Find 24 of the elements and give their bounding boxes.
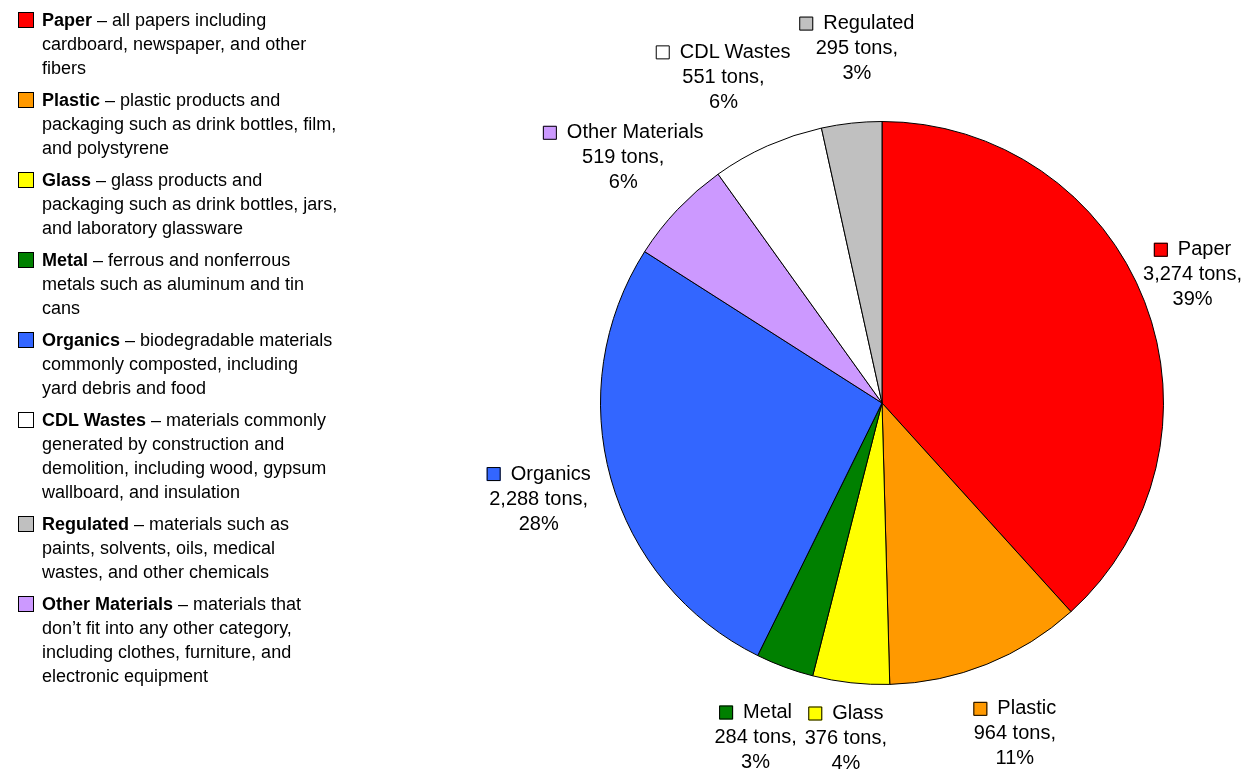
data-label: 551 tons, 6% <box>682 64 765 112</box>
text: Glass – glass products and packaging such as drink bottles, jars, and laboratory glassware <box>42 170 338 238</box>
legend-label: CDL Wastes <box>679 39 791 62</box>
legend-label: Regulated <box>823 11 915 34</box>
text: CDL Wastes – materials commonly generated by construction and demolition, including wood, gypsum wallboard, and insulation <box>42 410 327 502</box>
text: Plastic – plastic products and packaging such as drink bottles, film, and polystyrene <box>42 90 337 158</box>
data-label: 376 tons, 4% <box>804 726 887 774</box>
legend-label: Organics <box>510 461 591 484</box>
data-label: 964 tons, 11% <box>973 721 1056 769</box>
legend-label: Metal <box>743 700 792 723</box>
data-label: 2,288 tons, 28% <box>489 486 589 534</box>
legend-label: Other Materials <box>566 120 704 143</box>
data-label: 295 tons, 3% <box>815 36 898 84</box>
legend-label: Paper <box>1177 237 1232 260</box>
legend-label: Plastic <box>997 696 1057 719</box>
text: Regulated – materials such as paints, solvents, oils, medical wastes, and other chemicals <box>42 514 290 582</box>
legend-label: Glass <box>832 701 884 724</box>
text: Metal – ferrous and nonferrous metals such as aluminum and tin cans <box>42 250 305 318</box>
data-label: 519 tons, 6% <box>582 145 665 193</box>
text: Other Materials – materials that don’t fit into any other category, including clothes, furniture, and electronic equipment <box>42 594 302 686</box>
text: Organics – biodegradable materials commonly composted, including yard debris and food <box>42 330 333 398</box>
data-label: 284 tons, 3% <box>714 725 797 773</box>
data-label: 3,274 tons, 39% <box>1143 262 1242 310</box>
text: Paper – all papers including cardboard, newspaper, and other fibers <box>42 10 307 78</box>
